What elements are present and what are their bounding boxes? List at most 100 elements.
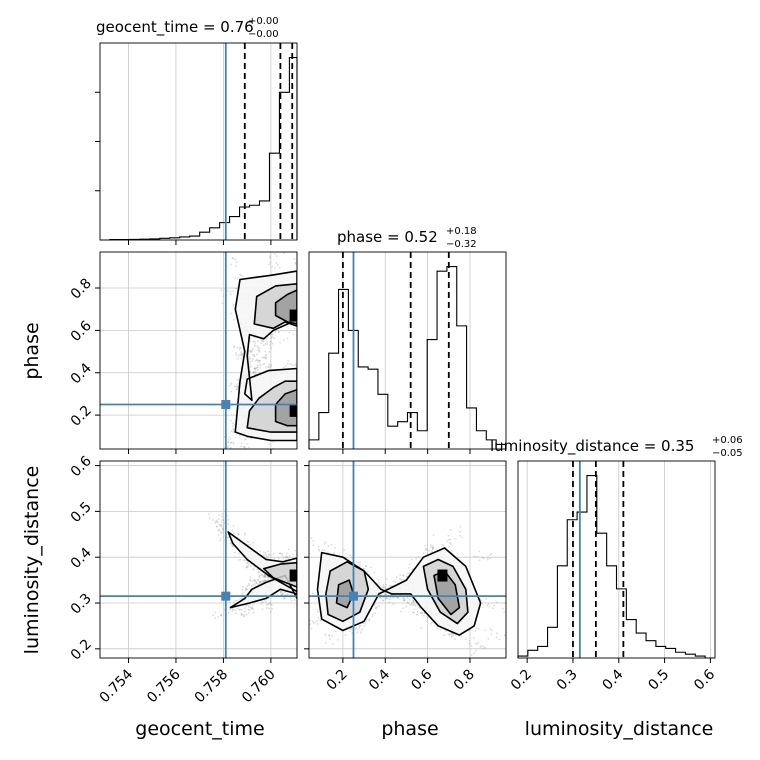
scatter-point [252, 353, 254, 356]
hist-bar [597, 533, 607, 658]
scatter-point [255, 582, 258, 585]
title-geocent_time-sub: −0.00 [248, 29, 279, 40]
scatter-point [247, 563, 250, 565]
scatter-point [254, 367, 257, 370]
scatter-point [244, 589, 247, 592]
title-phase: phase = 0.52 [337, 228, 438, 246]
scatter-point [284, 597, 286, 600]
scatter-point [265, 607, 268, 609]
scatter-point [266, 579, 269, 582]
scatter-point [253, 367, 256, 370]
scatter-point [312, 592, 314, 595]
scatter-point [218, 529, 221, 532]
scatter-point [328, 634, 331, 637]
scatter-point [255, 366, 258, 369]
scatter-point [265, 356, 267, 358]
scatter-point [422, 552, 425, 555]
scatter-point [375, 606, 377, 609]
scatter-point [365, 621, 368, 623]
scatter-point [245, 613, 248, 616]
scatter-point [261, 340, 264, 343]
scatter-point [230, 441, 232, 444]
scatter-point [270, 365, 273, 367]
scatter-point [244, 610, 246, 613]
scatter-point [260, 342, 262, 344]
hist-bar [476, 431, 486, 449]
hist-bar [467, 408, 477, 449]
scatter-point [274, 267, 277, 269]
scatter-point [267, 550, 269, 553]
scatter-point [252, 541, 255, 544]
scatter-point [239, 558, 242, 561]
scatter-point [268, 607, 271, 610]
scatter-point [489, 557, 491, 560]
scatter-point [292, 553, 294, 556]
scatter-point [227, 611, 230, 614]
scatter-point [214, 611, 217, 614]
scatter-point [250, 351, 252, 354]
scatter-point [229, 608, 231, 611]
x-tick-label-phase: 0.6 [408, 666, 435, 693]
ylabel-phase: phase [21, 322, 43, 379]
scatter-point [257, 571, 260, 574]
scatter-point [232, 442, 235, 445]
scatter-point [442, 544, 445, 547]
scatter-point [268, 603, 270, 606]
scatter-point [263, 574, 266, 577]
x-tick-label-luminosity_distance: 0.5 [645, 667, 672, 694]
scatter-point [307, 244, 309, 246]
scatter-point [280, 593, 283, 596]
scatter-point [272, 450, 274, 452]
scatter-point [300, 608, 302, 610]
scatter-point [412, 603, 415, 606]
scatter-point [303, 594, 305, 596]
scatter-point [272, 457, 274, 459]
scatter-point [290, 600, 293, 602]
scatter-point [450, 632, 453, 635]
scatter-point [259, 580, 261, 583]
scatter-point [263, 574, 266, 577]
scatter-point [312, 310, 314, 312]
scatter-point [275, 451, 277, 453]
scatter-point [229, 446, 232, 449]
scatter-point [303, 259, 305, 261]
scatter-point [286, 552, 288, 555]
scatter-point [254, 342, 257, 344]
scatter-point [379, 597, 382, 600]
scatter-point [249, 350, 252, 353]
scatter-point [359, 624, 362, 627]
scatter-point [300, 593, 302, 595]
scatter-point [250, 360, 253, 362]
scatter-point [400, 579, 403, 581]
scatter-point [275, 255, 278, 257]
scatter-point [396, 597, 399, 599]
hist-bar [607, 566, 617, 658]
scatter-point [299, 629, 301, 631]
hist-bar [309, 440, 319, 449]
scatter-point [254, 370, 257, 373]
scatter-point [474, 630, 477, 632]
scatter-point [241, 355, 244, 358]
scatter-point [358, 563, 361, 566]
scatter-point [304, 600, 306, 602]
hist-bar [676, 652, 686, 658]
scatter-point [300, 321, 302, 323]
scatter-point [421, 612, 424, 615]
scatter-point [238, 559, 241, 561]
scatter-point [270, 341, 273, 343]
scatter-point [300, 557, 302, 559]
scatter-point [399, 610, 402, 613]
scatter-point [240, 351, 242, 354]
scatter-point [261, 339, 263, 342]
scatter-point [449, 538, 452, 541]
scatter-point [249, 576, 252, 579]
scatter-point [262, 554, 264, 556]
scatter-point [245, 587, 247, 590]
scatter-point [241, 593, 244, 596]
scatter-point [265, 354, 268, 356]
scatter-point [503, 611, 505, 614]
scatter-point [273, 337, 276, 340]
scatter-point [227, 441, 229, 443]
scatter-point [282, 593, 284, 595]
scatter-point [441, 543, 444, 546]
